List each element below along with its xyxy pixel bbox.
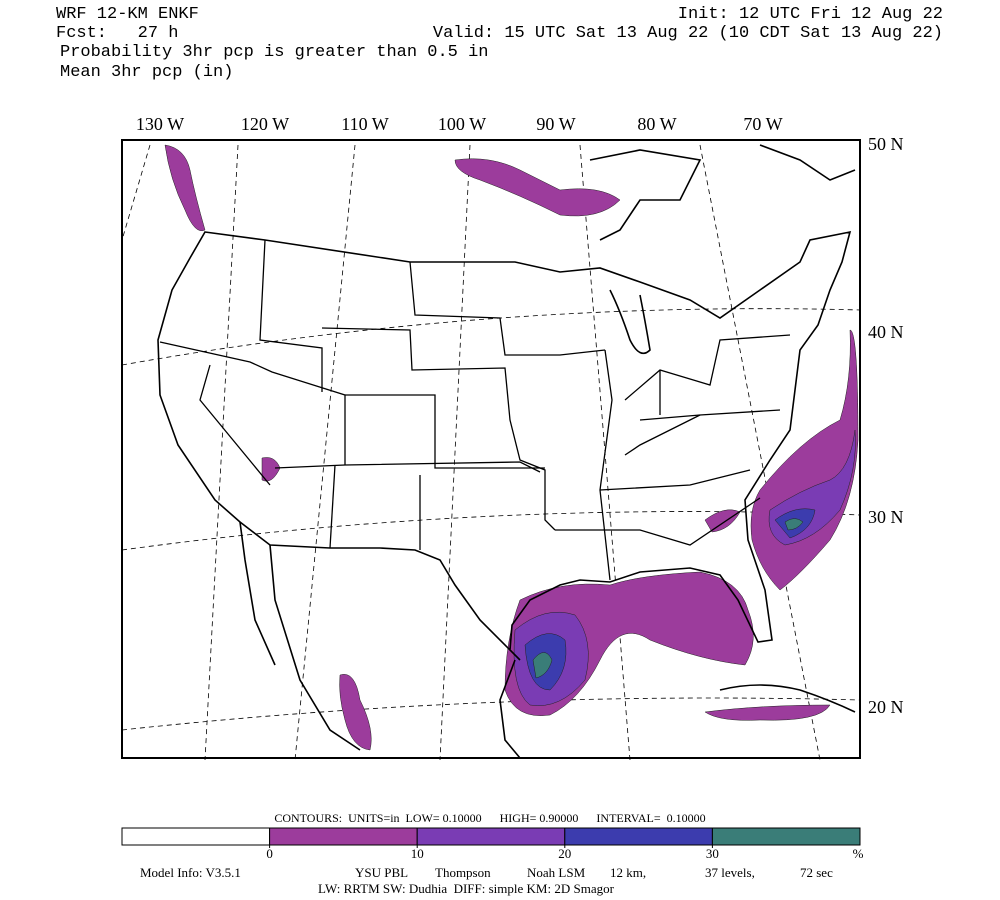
coastline (719, 684, 856, 713)
state-border (555, 497, 761, 546)
colorbar-tick-label: 0 (266, 846, 273, 861)
latitude-label: 40 N (868, 322, 904, 342)
footer-text: 72 sec (800, 865, 833, 880)
state-border (624, 414, 701, 456)
state-border (199, 364, 271, 486)
coastline (269, 544, 361, 751)
graticule-line (294, 144, 356, 761)
longitude-label: 70 W (743, 114, 782, 134)
coastline (759, 144, 856, 181)
longitude-label: 130 W (136, 114, 184, 134)
colorbar-segment (269, 827, 418, 846)
model-title: WRF 12-KM ENKF (56, 5, 199, 24)
colorbar-unit: % (853, 846, 864, 861)
colorbar-segment (564, 827, 713, 846)
graticule-line (121, 697, 861, 731)
state-border (624, 334, 791, 401)
colorbar-tick-label: 10 (411, 846, 424, 861)
map-frame (121, 139, 861, 759)
precipitation-area (339, 674, 372, 751)
state-border (274, 461, 541, 473)
colorbar-segment (416, 827, 566, 846)
colorbar-tick-label: 20 (558, 846, 571, 861)
precipitation-area (532, 652, 553, 679)
state-border (345, 394, 545, 469)
colorbar-tick-label: 30 (706, 846, 719, 861)
us-outline (157, 230, 852, 661)
graticule-line (204, 144, 239, 761)
field-title: Probability 3hr pcp is greater than 0.5 … (60, 43, 488, 62)
graticule-line (121, 308, 861, 366)
precipitation-area (164, 144, 206, 232)
longitude-label: 90 W (536, 114, 575, 134)
longitude-label: 120 W (241, 114, 289, 134)
graticule-line (439, 144, 471, 761)
colorbar-segment (711, 827, 861, 846)
footer-text: 37 levels, (705, 865, 755, 880)
footer-text: Thompson (435, 865, 491, 880)
footer-text: Model Info: V3.5.1 (140, 865, 241, 880)
map (121, 139, 861, 761)
graticule-line (699, 144, 821, 761)
footer-text: YSU PBL (355, 865, 408, 880)
colorbar-segment (121, 827, 271, 846)
latitude-label: 20 N (868, 697, 904, 717)
coastline (239, 521, 276, 666)
state-border (329, 464, 336, 549)
precipitation-area (454, 158, 621, 217)
footer-text: 12 km, (610, 865, 646, 880)
valid-time: Valid: 15 UTC Sat 13 Aug 22 (10 CDT Sat … (433, 24, 943, 43)
longitude-label: 80 W (637, 114, 676, 134)
footer-text: Noah LSM (527, 865, 586, 880)
state-border (599, 469, 751, 491)
state-border (409, 261, 606, 356)
coastline (589, 149, 702, 241)
contour-info: CONTOURS: UNITS=in LOW= 0.10000 HIGH= 0.… (274, 811, 705, 825)
init-time: Init: 12 UTC Fri 12 Aug 22 (678, 5, 943, 24)
field-title: Mean 3hr pcp (in) (60, 63, 233, 82)
state-border (321, 327, 556, 531)
graticule-line (121, 144, 151, 241)
latitude-label: 50 N (868, 134, 904, 154)
state-border (259, 239, 323, 392)
precipitation-area (784, 518, 804, 531)
state-border (599, 349, 613, 581)
footer-text: LW: RRTM SW: Dudhia DIFF: simple KM: 2D … (318, 881, 615, 896)
precipitation-area (704, 704, 831, 721)
forecast-hour: Fcst: 27 h (56, 24, 178, 43)
longitude-label: 100 W (438, 114, 486, 134)
state-border (159, 341, 346, 465)
latitude-label: 30 N (868, 507, 904, 527)
coastline (609, 289, 651, 355)
coastline (499, 659, 521, 759)
longitude-label: 110 W (341, 114, 389, 134)
